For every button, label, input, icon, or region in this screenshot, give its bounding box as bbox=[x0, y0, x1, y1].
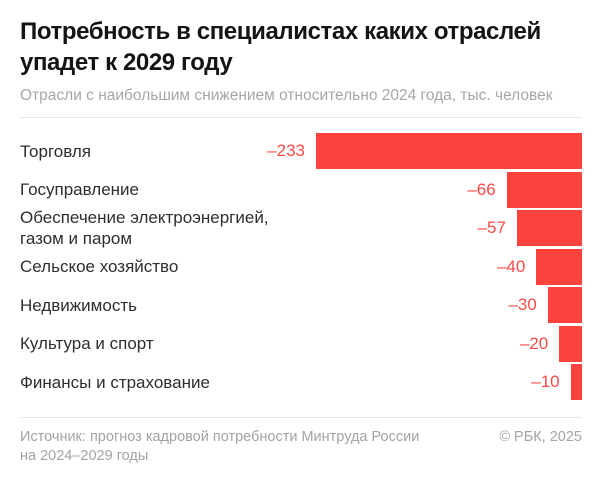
source-line-2: на 2024–2029 годы bbox=[20, 447, 149, 464]
category-label: Торговля bbox=[20, 141, 92, 161]
chart-row: Культура и спорт –20 bbox=[20, 325, 582, 364]
bar-chart: Торговля –233 Госуправление –66 Обеспече… bbox=[20, 132, 582, 402]
value-label: –20 bbox=[519, 333, 549, 353]
bar bbox=[536, 248, 582, 285]
chart-row: Финансы и страхование –10 bbox=[20, 363, 582, 402]
bar bbox=[316, 133, 582, 170]
category-label: Сельское хозяйство bbox=[20, 257, 179, 277]
bottom-divider bbox=[20, 416, 582, 418]
chart-row: Госуправление –66 bbox=[20, 171, 582, 210]
value-label: –66 bbox=[467, 179, 496, 199]
chart-subtitle: Отрасли с наибольшим снижением относител… bbox=[20, 87, 553, 104]
category-label: Финансы и страхование bbox=[20, 372, 210, 392]
category-label: Госуправление bbox=[20, 180, 139, 200]
value-label: –233 bbox=[267, 141, 305, 161]
value-label: –10 bbox=[531, 372, 560, 392]
chart-row: Недвижимость –30 bbox=[20, 286, 582, 325]
chart-row: Сельское хозяйство –40 bbox=[20, 248, 582, 287]
copyright: © РБК, 2025 bbox=[499, 428, 582, 445]
infographic-card: Потребность в специалистах каких отрасле… bbox=[0, 16, 600, 482]
source-line-1: Источник: прогноз кадровой потребности М… bbox=[20, 428, 420, 445]
category-label: Культура и спорт bbox=[20, 334, 154, 354]
bar bbox=[516, 210, 582, 247]
source-note: Источник: прогноз кадровой потребности М… bbox=[20, 428, 419, 466]
value-label: –30 bbox=[508, 295, 537, 315]
bar bbox=[559, 325, 582, 362]
top-divider bbox=[20, 117, 582, 118]
category-label: Обеспечение электроэнергией, газом и пар… bbox=[20, 208, 269, 249]
bar bbox=[570, 364, 582, 401]
chart-row: Обеспечение электроэнергией, газом и пар… bbox=[20, 208, 582, 249]
category-label: Недвижимость bbox=[20, 295, 137, 315]
page-title: Потребность в специалистах каких отрасле… bbox=[20, 18, 541, 76]
value-label: –40 bbox=[496, 256, 526, 276]
bar bbox=[547, 287, 582, 324]
bar bbox=[506, 171, 582, 208]
footer: Источник: прогноз кадровой потребности М… bbox=[20, 428, 582, 466]
chart-row: Торговля –233 bbox=[20, 132, 582, 171]
value-label: –57 bbox=[477, 218, 506, 238]
